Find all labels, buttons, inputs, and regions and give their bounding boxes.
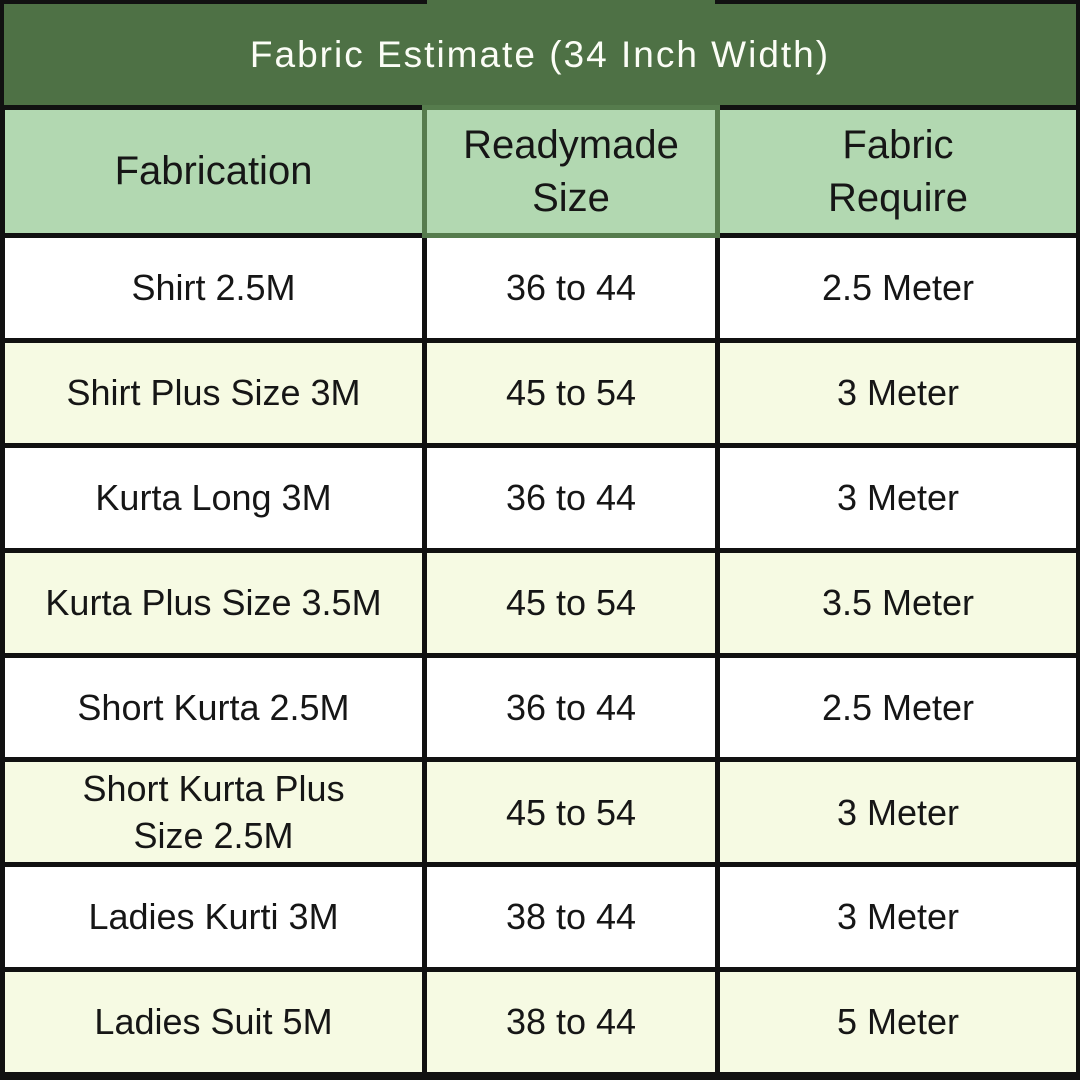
table-cell-readymade-size: 45 to 54 xyxy=(427,342,715,443)
table-cell-fabric-require: 2.5 Meter xyxy=(720,238,1076,338)
table-cell-readymade-size: 38 to 44 xyxy=(427,972,715,1072)
table-cell-fabrication: Shirt Plus Size 3M xyxy=(5,342,422,443)
table-cell-fabrication: Ladies Suit 5M xyxy=(5,972,422,1072)
table-cell-fabrication: Kurta Plus Size 3.5M xyxy=(5,552,422,653)
table-cell-readymade-size: 45 to 54 xyxy=(427,552,715,653)
table-cell-fabric-require: 3 Meter xyxy=(720,867,1076,968)
table-cell-fabrication: Ladies Kurti 3M xyxy=(5,867,422,968)
table-cell-fabric-require: 2.5 Meter xyxy=(720,657,1076,758)
table-cell-readymade-size: 36 to 44 xyxy=(427,657,715,758)
column-header-fabrication: Fabrication xyxy=(5,110,422,233)
table-cell-readymade-size: 45 to 54 xyxy=(427,762,715,863)
fabric-estimate-table: Fabrication Readymade Size Fabric Requir… xyxy=(0,105,1080,1080)
title-bar: Fabric Estimate (34 Inch Width) xyxy=(0,0,1080,105)
page-title: Fabric Estimate (34 Inch Width) xyxy=(249,33,831,75)
table-cell-fabrication: Short Kurta Plus Size 2.5M xyxy=(5,762,422,863)
highlight-column-notch xyxy=(427,0,715,9)
table-cell-fabric-require: 3 Meter xyxy=(720,342,1076,443)
table-cell-readymade-size: 36 to 44 xyxy=(427,447,715,548)
table-cell-fabrication: Kurta Long 3M xyxy=(5,447,422,548)
table-cell-fabric-require: 3 Meter xyxy=(720,447,1076,548)
table-cell-readymade-size: 38 to 44 xyxy=(427,867,715,968)
table-cell-fabric-require: 5 Meter xyxy=(720,972,1076,1072)
table-cell-fabrication: Short Kurta 2.5M xyxy=(5,657,422,758)
table-cell-fabrication: Shirt 2.5M xyxy=(5,238,422,338)
table-cell-readymade-size: 36 to 44 xyxy=(427,238,715,338)
table-cell-fabric-require: 3 Meter xyxy=(720,762,1076,863)
column-header-fabric-require: Fabric Require xyxy=(720,110,1076,233)
column-header-readymade-size: Readymade Size xyxy=(427,110,715,233)
table-cell-fabric-require: 3.5 Meter xyxy=(720,552,1076,653)
